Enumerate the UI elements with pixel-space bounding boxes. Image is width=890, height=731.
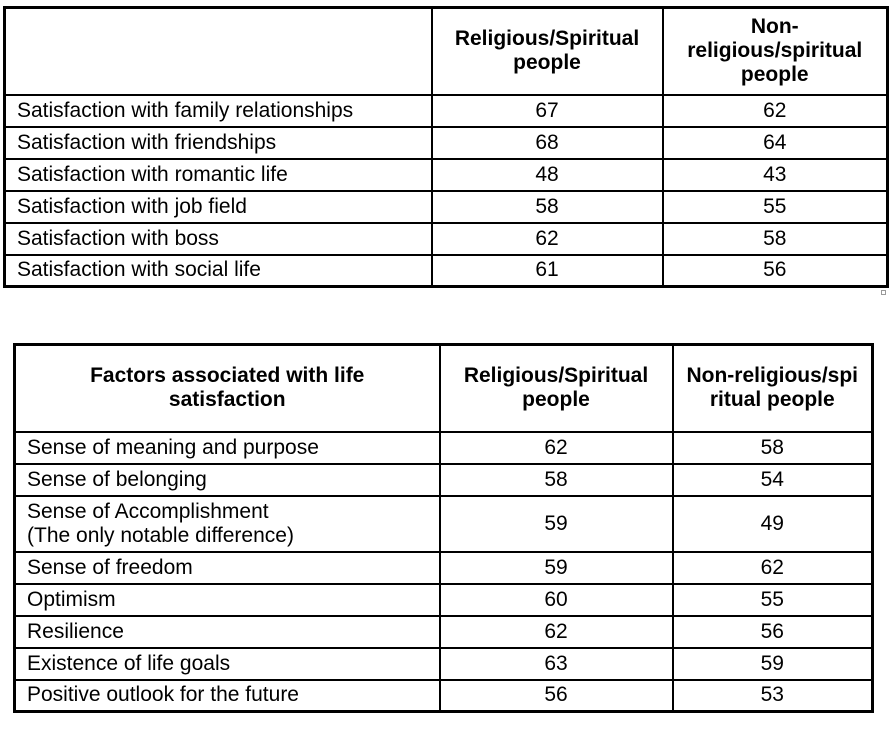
table-row: Satisfaction with boss 62 58 — [3, 221, 889, 256]
non-religious-value: 56 — [671, 614, 874, 649]
religious-value: 62 — [438, 614, 674, 649]
table-row: Satisfaction with job field 58 55 — [3, 189, 889, 224]
table-row: Sense of belonging 58 54 — [13, 462, 874, 497]
table-row: Satisfaction with social life 61 56 — [3, 253, 889, 288]
table-row: Optimism 60 55 — [13, 582, 874, 617]
table-row: Resilience 62 56 — [13, 614, 874, 649]
row-label: Satisfaction with family relationships — [3, 93, 433, 128]
non-religious-value: 62 — [661, 93, 889, 128]
table-row: Sense of Accomplishment (The only notabl… — [13, 494, 874, 553]
row-note: (The only notable difference) — [27, 523, 294, 547]
non-religious-value: 55 — [671, 582, 874, 617]
religious-value: 56 — [438, 678, 674, 713]
religious-value: 62 — [430, 221, 664, 256]
resize-handle — [881, 290, 886, 295]
non-religious-value: 58 — [661, 221, 889, 256]
row-label: Existence of life goals — [13, 646, 441, 681]
non-religious-value: 53 — [671, 678, 874, 713]
satisfaction-table: Religious/Spiritual people Non-religious… — [3, 6, 889, 288]
non-religious-value: 55 — [661, 189, 889, 224]
row-label: Satisfaction with job field — [3, 189, 433, 224]
religious-value: 61 — [430, 253, 664, 288]
religious-value: 59 — [438, 550, 674, 585]
table-header-row: Factors associated with life satisfactio… — [13, 343, 874, 433]
row-label: Satisfaction with friendships — [3, 125, 433, 160]
row-label: Sense of Accomplishment — [27, 499, 269, 523]
row-label: Resilience — [13, 614, 441, 649]
header-non-religious: Non-religious/spiritual people — [671, 343, 874, 433]
table-row: Satisfaction with friendships 68 64 — [3, 125, 889, 160]
religious-value: 68 — [430, 125, 664, 160]
religious-value: 62 — [438, 430, 674, 465]
non-religious-value: 43 — [661, 157, 889, 192]
religious-value: 48 — [430, 157, 664, 192]
religious-value: 58 — [438, 462, 674, 497]
row-label: Positive outlook for the future — [13, 678, 441, 713]
religious-value: 60 — [438, 582, 674, 617]
non-religious-value: 62 — [671, 550, 874, 585]
header-factors: Factors associated with life satisfactio… — [13, 343, 441, 433]
row-label: Sense of meaning and purpose — [13, 430, 441, 465]
non-religious-value: 64 — [661, 125, 889, 160]
table-row: Satisfaction with family relationships 6… — [3, 93, 889, 128]
non-religious-value: 59 — [671, 646, 874, 681]
table-row: Sense of freedom 59 62 — [13, 550, 874, 585]
non-religious-value: 58 — [671, 430, 874, 465]
row-label: Sense of belonging — [13, 462, 441, 497]
table-row: Satisfaction with romantic life 48 43 — [3, 157, 889, 192]
header-non-religious: Non-religious/spiritual people — [661, 6, 889, 96]
non-religious-value: 54 — [671, 462, 874, 497]
table-header-row: Religious/Spiritual people Non-religious… — [3, 6, 889, 96]
religious-value: 63 — [438, 646, 674, 681]
life-satisfaction-factors-table: Factors associated with life satisfactio… — [13, 343, 874, 713]
header-religious: Religious/Spiritual people — [430, 6, 664, 96]
row-label-with-note: Sense of Accomplishment (The only notabl… — [13, 494, 441, 553]
non-religious-value: 56 — [661, 253, 889, 288]
row-label: Satisfaction with social life — [3, 253, 433, 288]
row-label: Sense of freedom — [13, 550, 441, 585]
row-label: Satisfaction with boss — [3, 221, 433, 256]
religious-value: 67 — [430, 93, 664, 128]
religious-value: 59 — [438, 494, 674, 553]
row-label: Satisfaction with romantic life — [3, 157, 433, 192]
header-cell-empty — [3, 6, 433, 96]
non-religious-value: 49 — [671, 494, 874, 553]
table-row: Positive outlook for the future 56 53 — [13, 678, 874, 713]
religious-value: 58 — [430, 189, 664, 224]
header-religious: Religious/Spiritual people — [438, 343, 674, 433]
row-label: Optimism — [13, 582, 441, 617]
table-row: Existence of life goals 63 59 — [13, 646, 874, 681]
table-row: Sense of meaning and purpose 62 58 — [13, 430, 874, 465]
